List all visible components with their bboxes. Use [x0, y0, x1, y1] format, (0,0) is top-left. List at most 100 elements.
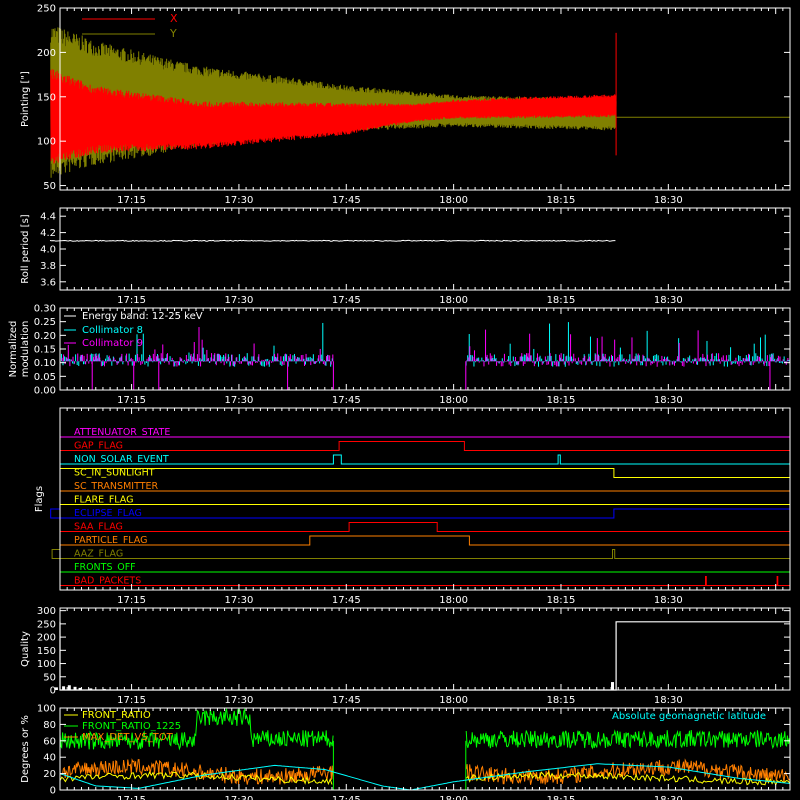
pointing-series-x: [50, 69, 617, 164]
ratio-panel: 17:15 17:30 17:45 18:00 18:15 18:30 0 20 40 60 80 1…: [20, 704, 791, 800]
roll-period-ticks: 17:15 17:30 17:45 18:00 18:15 18:30 3.6 3.8 4.0 4…: [40, 208, 791, 306]
legend-front-ratio-label: FRONT_RATIO: [82, 710, 151, 721]
pointing-ylabel: Pointing ["]: [20, 71, 31, 127]
time-tick-label: 18:15: [547, 195, 576, 206]
time-tick-label: 18:30: [654, 395, 683, 406]
flag-label-fronts-off: FRONTS_OFF: [74, 562, 136, 573]
max-det-vs-tot-line: [59, 758, 791, 785]
time-tick-label: 17:45: [332, 295, 361, 306]
y-tick-label: 0.05: [34, 372, 56, 383]
flag-label-non-solar-event: NON_SOLAR_EVENT: [74, 454, 169, 465]
legend-x-label: X: [170, 12, 178, 25]
y-tick-label: 0: [50, 786, 56, 797]
time-tick-label: 18:00: [439, 795, 468, 800]
flag-line-non-solar-event: [60, 454, 790, 465]
flag-label-gap-flag: GAP_FLAG: [74, 441, 123, 452]
legend-y-label: Y: [169, 27, 177, 40]
modulation-ylabel-2: modulation: [20, 321, 31, 378]
y-tick-label: 250: [37, 4, 56, 15]
y-tick-label: 20: [43, 769, 56, 780]
time-tick-label: 17:45: [332, 595, 361, 606]
time-tick-label: 18:30: [654, 695, 683, 706]
y-tick-label: 250: [37, 619, 56, 630]
flag-label-eclipse-flag: ECLIPSE_FLAG: [74, 508, 142, 519]
flag-line-eclipse-flag: [50, 508, 790, 519]
y-tick-label: 60: [43, 736, 56, 747]
legend-coll8-label: Collimator 8: [82, 325, 143, 336]
flags-ticks: 17:15 17:30 17:45 18:00 18:15 18:30: [59, 408, 791, 606]
quality-blip: [89, 688, 93, 690]
front-ratio-1225-line: [59, 707, 791, 751]
legend-max-det-label: MAX_DET_VS_TOT: [82, 732, 174, 743]
y-tick-label: 0.15: [34, 345, 56, 356]
legend-coll9-label: Collimator 9: [82, 338, 143, 349]
time-tick-label: 17:15: [117, 395, 146, 406]
time-tick-label: 17:45: [332, 195, 361, 206]
quality-blip: [78, 687, 82, 690]
y-tick-label: 150: [37, 92, 56, 103]
y-tick-label: 0.20: [34, 331, 56, 342]
flag-label-sc-in-sunlight: SC_IN_SUNLIGHT: [74, 468, 155, 479]
time-tick-label: 17:15: [117, 795, 146, 800]
flag-line-saa-flag: [60, 522, 790, 532]
flags-panel: ATTENUATOR_STATE GAP_FLAG NON_SOLAR_EVENT S…: [34, 407, 791, 606]
quality-panel: 17:15 17:30 17:45 18:00 18:15 18:30 0 50 100 150 2…: [20, 606, 791, 706]
quality-blip: [67, 685, 71, 690]
time-tick-label: 17:15: [117, 295, 146, 306]
roll-period-ylabel: Roll period [s]: [20, 214, 31, 283]
y-tick-label: 3.8: [40, 261, 56, 272]
flag-label-particle-flag: PARTICLE_FLAG: [74, 535, 147, 546]
time-tick-label: 17:30: [225, 695, 254, 706]
roll-period-line: [49, 239, 616, 242]
pointing-panel: 17:15 17:30 17:45 18:00 18:15 18:30 50 100 150 20…: [20, 4, 791, 206]
flag-label-sc-transmitter: SC_TRANSMITTER: [74, 481, 159, 492]
time-tick-label: 18:15: [547, 595, 576, 606]
flag-label-aaz-flag: AAZ_FLAG: [74, 549, 123, 560]
time-tick-label: 17:45: [332, 695, 361, 706]
y-tick-label: 0.30: [34, 304, 56, 315]
pointing-ticks: 17:15 17:30 17:45 18:00 18:15 18:30 50 100 150 20…: [37, 4, 791, 206]
flag-line-aaz-flag: [51, 549, 790, 559]
y-tick-label: 300: [37, 606, 56, 617]
legend-energy-label: Energy band: 12-25 keV: [82, 311, 203, 322]
time-tick-label: 17:30: [225, 595, 254, 606]
y-tick-label: 0.25: [34, 317, 56, 328]
time-tick-label: 18:00: [439, 395, 468, 406]
y-tick-label: 3.6: [40, 277, 56, 288]
time-tick-label: 17:45: [332, 795, 361, 800]
quality-blip: [62, 686, 66, 690]
time-tick-label: 18:15: [547, 795, 576, 800]
y-tick-label: 50: [43, 181, 56, 192]
modulation-ticks: 17:15 17:30 17:45 18:00 18:15 18:30 0.00 0.05 0.…: [34, 304, 791, 406]
flags-data: ATTENUATOR_STATE GAP_FLAG NON_SOLAR_EVENT S…: [50, 427, 790, 587]
y-tick-label: 4.0: [40, 245, 56, 256]
y-tick-label: 4.4: [40, 212, 56, 223]
time-tick-label: 17:15: [117, 695, 146, 706]
y-tick-label: 100: [37, 659, 56, 670]
flag-label-bad-packets: BAD_PACKETS: [74, 576, 141, 587]
geomag-latitude-annotation: Absolute geomagnetic latitude: [612, 711, 766, 722]
quality-ticks: 17:15 17:30 17:45 18:00 18:15 18:30 0 50 100 150 2…: [37, 606, 791, 706]
ratio-ticks: 17:15 17:30 17:45 18:00 18:15 18:30 0 20 40 60 80 1…: [37, 704, 791, 800]
time-tick-label: 18:15: [547, 295, 576, 306]
flag-line-particle-flag: [60, 535, 790, 546]
front-ratio-line: [59, 770, 791, 786]
time-tick-label: 17:15: [117, 195, 146, 206]
quality-blip: [611, 682, 615, 690]
quality-ylabel: Quality: [20, 631, 31, 667]
flag-label-attenuator-state: ATTENUATOR_STATE: [74, 427, 170, 438]
modulation-panel: 17:15 17:30 17:45 18:00 18:15 18:30 0.00 0.05 0.…: [8, 304, 791, 406]
y-tick-label: 0: [50, 686, 56, 697]
y-tick-label: 50: [43, 672, 56, 683]
quality-blip: [73, 686, 77, 690]
time-tick-label: 18:00: [439, 195, 468, 206]
flag-label-saa-flag: SAA_FLAG: [74, 522, 123, 533]
y-tick-label: 40: [43, 753, 56, 764]
time-tick-label: 17:45: [332, 395, 361, 406]
y-tick-label: 80: [43, 720, 56, 731]
legend-front-ratio-1225-label: FRONT_RATIO_1225: [82, 721, 181, 732]
flag-label-flare-flag: FLARE_FLAG: [74, 495, 134, 506]
y-tick-label: 150: [37, 646, 56, 657]
flag-line-gap-flag: [60, 441, 790, 451]
